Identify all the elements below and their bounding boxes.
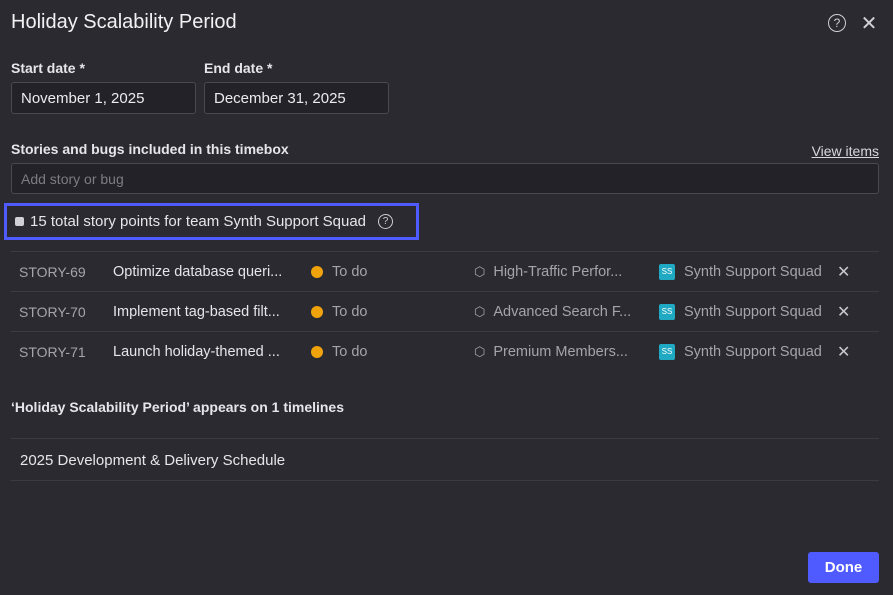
- epic-name: Premium Members...: [493, 343, 628, 360]
- status-dot-icon: [311, 265, 323, 278]
- start-date-label: Start date *: [11, 60, 85, 76]
- epic[interactable]: ⬡ Advanced Search F...: [474, 304, 659, 320]
- team[interactable]: SS Synth Support Squad: [659, 303, 837, 320]
- end-date-input[interactable]: December 31, 2025: [204, 82, 389, 114]
- timeline-item[interactable]: 2025 Development & Delivery Schedule: [11, 438, 879, 481]
- summary-text: 15 total story points for team Synth Sup…: [30, 213, 367, 230]
- cube-icon: ⬡: [474, 303, 486, 319]
- view-items-link[interactable]: View items: [811, 143, 879, 159]
- epic[interactable]: ⬡ Premium Members...: [474, 344, 659, 360]
- remove-icon[interactable]: ✕: [837, 343, 851, 361]
- story-key[interactable]: STORY-71: [19, 343, 86, 360]
- dialog-title: Holiday Scalability Period: [11, 11, 237, 33]
- story-points-summary: 15 total story points for team Synth Sup…: [4, 203, 419, 240]
- cube-icon: ⬡: [474, 263, 486, 279]
- help-icon[interactable]: ?: [378, 214, 394, 229]
- end-date-label: End date *: [204, 60, 273, 76]
- epic[interactable]: ⬡ High-Traffic Perfor...: [474, 264, 659, 280]
- done-button[interactable]: Done: [808, 552, 879, 583]
- timelines-heading: ‘Holiday Scalability Period’ appears on …: [11, 399, 345, 415]
- story-key[interactable]: STORY-69: [19, 263, 86, 280]
- team-avatar: SS: [659, 303, 675, 320]
- status-dot-icon: [311, 345, 323, 358]
- team[interactable]: SS Synth Support Squad: [659, 343, 837, 360]
- status-dot-icon: [311, 305, 323, 318]
- story-name[interactable]: Launch holiday-themed ...: [113, 343, 280, 360]
- status-label[interactable]: To do: [332, 303, 368, 320]
- story-name[interactable]: Optimize database queri...: [113, 263, 283, 280]
- remove-icon[interactable]: ✕: [837, 263, 851, 281]
- team[interactable]: SS Synth Support Squad: [659, 263, 837, 280]
- cube-icon: ⬡: [474, 343, 486, 359]
- start-date-input[interactable]: November 1, 2025: [11, 82, 196, 114]
- epic-name: Advanced Search F...: [493, 303, 632, 320]
- story-key[interactable]: STORY-70: [19, 303, 86, 320]
- team-name: Synth Support Squad: [684, 303, 822, 320]
- table-row[interactable]: STORY-69 Optimize database queri... To d…: [11, 251, 879, 291]
- team-avatar: SS: [659, 263, 675, 280]
- table-row[interactable]: STORY-70 Implement tag-based filt... To …: [11, 291, 879, 331]
- story-name[interactable]: Implement tag-based filt...: [113, 303, 280, 320]
- team-name: Synth Support Squad: [684, 343, 822, 360]
- team-name: Synth Support Squad: [684, 263, 822, 280]
- status-label[interactable]: To do: [332, 263, 368, 280]
- table-row[interactable]: STORY-71 Launch holiday-themed ... To do…: [11, 331, 879, 371]
- items-label: Stories and bugs included in this timebo…: [11, 141, 289, 157]
- add-story-input[interactable]: Add story or bug: [11, 163, 879, 194]
- help-icon[interactable]: ?: [827, 13, 847, 33]
- remove-icon[interactable]: ✕: [837, 303, 851, 321]
- team-avatar: SS: [659, 343, 675, 360]
- epic-name: High-Traffic Perfor...: [493, 263, 623, 280]
- close-icon[interactable]: ✕: [860, 12, 878, 35]
- story-points-icon: [15, 217, 24, 226]
- status-label[interactable]: To do: [332, 343, 368, 360]
